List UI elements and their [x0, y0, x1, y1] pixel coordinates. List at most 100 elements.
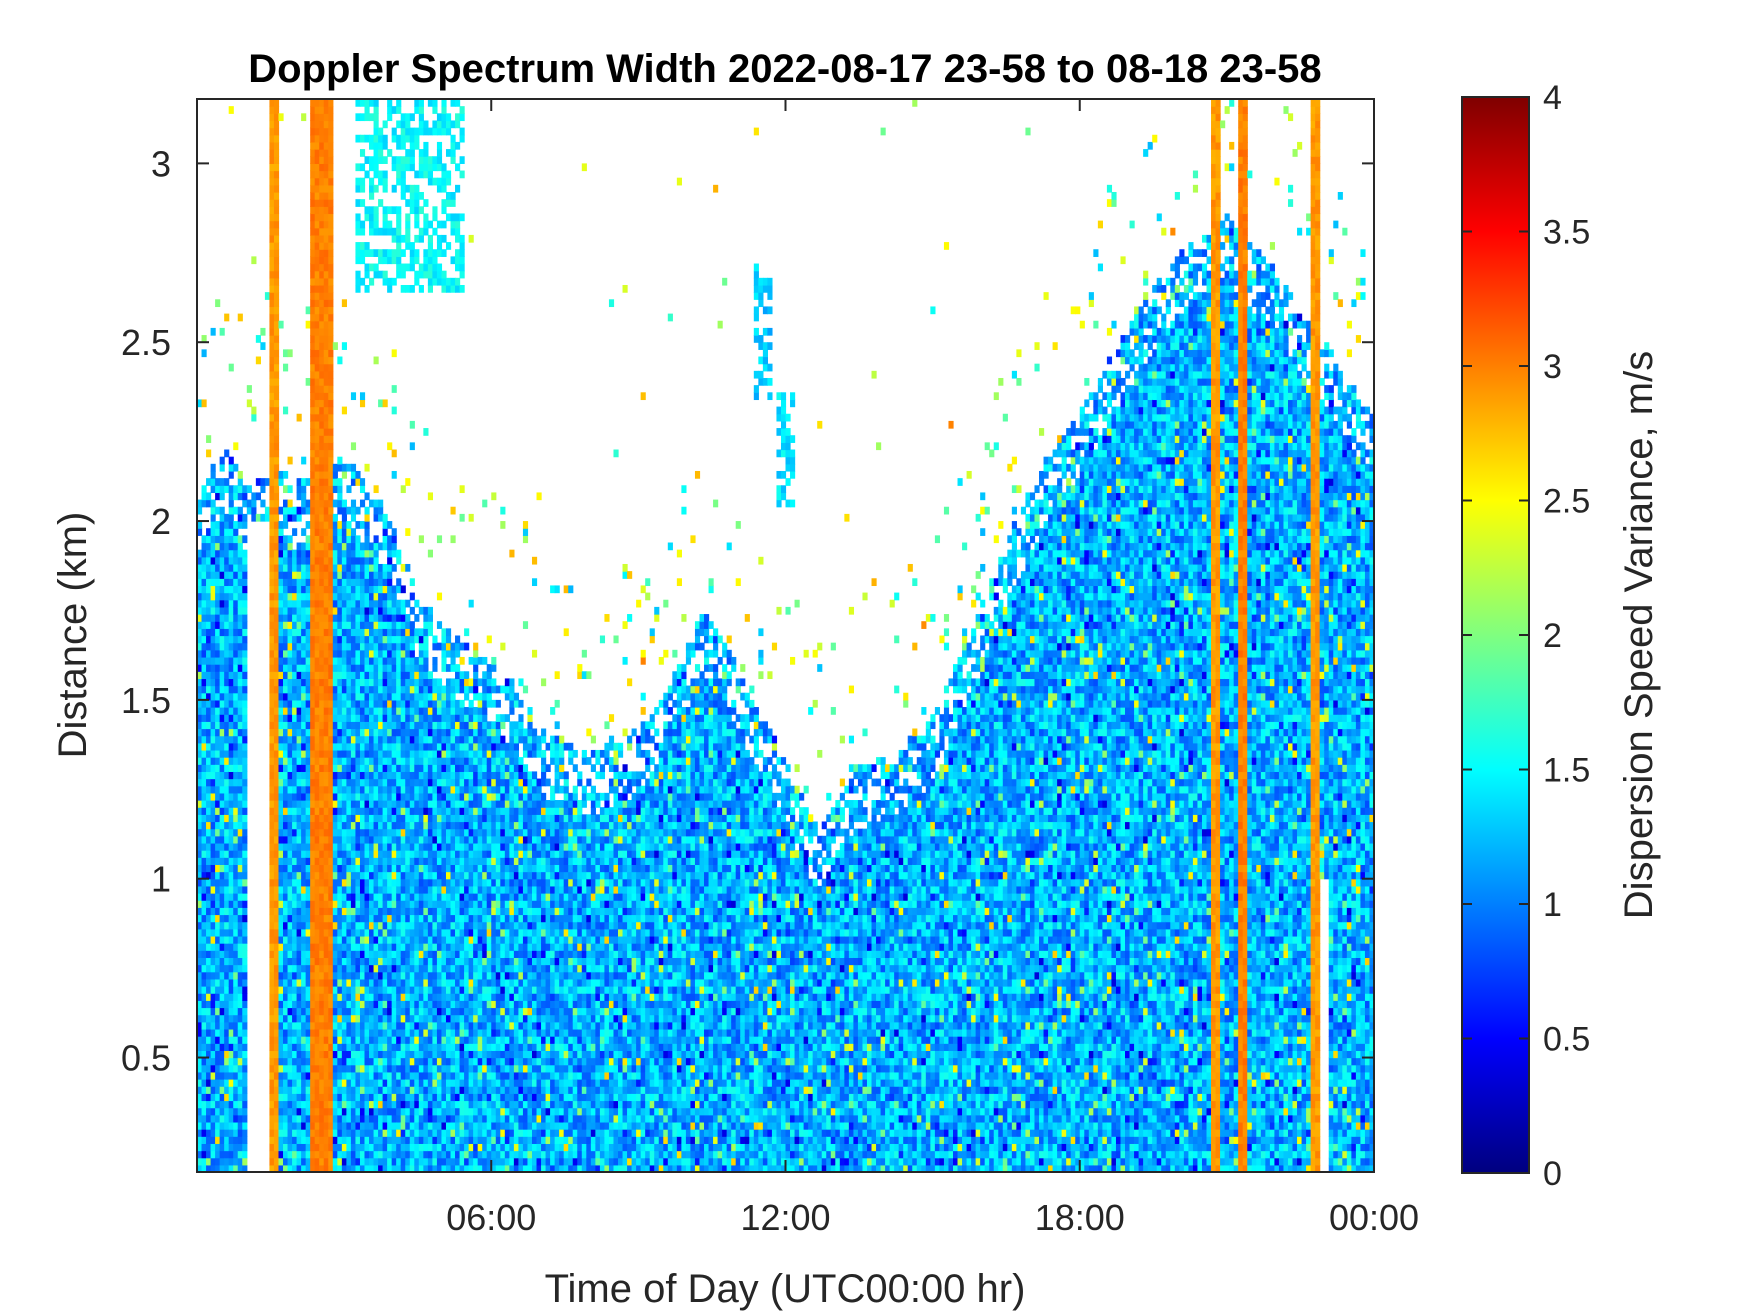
heatmap-cell: [401, 664, 406, 672]
heatmap-cell: [369, 1029, 374, 1037]
heatmap-cell: [202, 850, 207, 858]
heatmap-cell: [378, 578, 383, 586]
heatmap-cell: [224, 1072, 229, 1080]
heatmap-cell: [319, 428, 324, 436]
heatmap-cell: [202, 1015, 207, 1023]
heatmap-cell: [310, 864, 315, 872]
heatmap-cell: [324, 264, 329, 272]
heatmap-cell: [288, 743, 293, 751]
heatmap-cell: [392, 986, 397, 994]
heatmap-cell: [238, 721, 243, 729]
heatmap-cell: [215, 1000, 220, 1008]
heatmap-cell: [274, 507, 279, 515]
heatmap-cell: [283, 965, 288, 973]
heatmap-cell: [378, 1029, 383, 1037]
heatmap-cell: [328, 342, 333, 350]
heatmap-cell: [355, 728, 360, 736]
heatmap-cell: [292, 1072, 297, 1080]
heatmap-cell: [283, 1151, 288, 1159]
heatmap-cell: [392, 535, 397, 543]
heatmap-cell: [306, 585, 311, 593]
heatmap-cell: [365, 1136, 370, 1144]
heatmap-cell: [229, 914, 234, 922]
heatmap-cell: [229, 929, 234, 937]
heatmap-cell: [351, 786, 356, 794]
heatmap-cell: [315, 1086, 320, 1094]
heatmap-cell: [229, 492, 234, 500]
heatmap-cell: [229, 821, 234, 829]
heatmap-cell: [355, 471, 360, 479]
heatmap-cell: [346, 993, 351, 1001]
heatmap-cell: [333, 1072, 338, 1080]
heatmap-cell: [328, 128, 333, 136]
heatmap-cell: [392, 736, 397, 744]
heatmap-cell: [387, 571, 392, 579]
heatmap-cell: [378, 893, 383, 901]
heatmap-cell: [369, 714, 374, 722]
heatmap-cell: [301, 922, 306, 930]
heatmap-cell: [301, 986, 306, 994]
heatmap-cell: [319, 571, 324, 579]
heatmap-cell: [337, 1007, 342, 1015]
heatmap-cell: [242, 535, 247, 543]
heatmap-cell: [337, 650, 342, 658]
heatmap-cell: [288, 535, 293, 543]
heatmap-cell: [319, 199, 324, 207]
heatmap-cell: [396, 857, 401, 865]
heatmap-cell: [328, 857, 333, 865]
heatmap-cell: [387, 228, 392, 236]
heatmap-cell: [297, 1115, 302, 1123]
heatmap-cell: [342, 850, 347, 858]
heatmap-cell: [374, 128, 379, 136]
heatmap-cell: [355, 578, 360, 586]
heatmap-cell: [319, 1158, 324, 1166]
heatmap-cell: [365, 1122, 370, 1130]
heatmap-cell: [319, 1050, 324, 1058]
heatmap-cell: [414, 1115, 419, 1123]
heatmap-cell: [378, 793, 383, 801]
heatmap-cell: [392, 1007, 397, 1015]
heatmap-cell: [410, 700, 415, 708]
heatmap-cell: [238, 507, 243, 515]
heatmap-cell: [310, 693, 315, 701]
heatmap-cell: [401, 1072, 406, 1080]
heatmap-cell: [220, 678, 225, 686]
heatmap-cell: [315, 500, 320, 508]
heatmap-cell: [233, 557, 238, 565]
heatmap-cell: [392, 249, 397, 257]
heatmap-cell: [423, 128, 428, 136]
heatmap-cell: [315, 178, 320, 186]
heatmap-cell: [278, 1151, 283, 1159]
heatmap-cell: [319, 943, 324, 951]
heatmap-cell: [202, 1093, 207, 1101]
heatmap-cell: [423, 221, 428, 229]
heatmap-cell: [220, 478, 225, 486]
heatmap-cell: [274, 535, 279, 543]
heatmap-cell: [224, 814, 229, 822]
heatmap-cell: [374, 1015, 379, 1023]
heatmap-cell: [288, 1050, 293, 1058]
heatmap-cell: [315, 843, 320, 851]
heatmap-cell: [342, 299, 347, 307]
heatmap-cell: [369, 1050, 374, 1058]
heatmap-cell: [428, 950, 433, 958]
heatmap-cell: [269, 149, 274, 157]
heatmap-cell: [206, 571, 211, 579]
heatmap-cell: [306, 864, 311, 872]
heatmap-cell: [292, 657, 297, 665]
heatmap-cell: [315, 793, 320, 801]
heatmap-cell: [229, 779, 234, 787]
heatmap-cell: [346, 872, 351, 880]
heatmap-cell: [324, 485, 329, 493]
heatmap-cell: [202, 886, 207, 894]
heatmap-cell: [410, 113, 415, 121]
heatmap-cell: [405, 736, 410, 744]
heatmap-cell: [319, 149, 324, 157]
heatmap-cell: [315, 464, 320, 472]
heatmap-cell: [328, 249, 333, 257]
heatmap-cell: [346, 1072, 351, 1080]
heatmap-cell: [274, 621, 279, 629]
heatmap-cell: [374, 106, 379, 114]
heatmap-cell: [414, 1058, 419, 1066]
heatmap-cell: [224, 1015, 229, 1023]
